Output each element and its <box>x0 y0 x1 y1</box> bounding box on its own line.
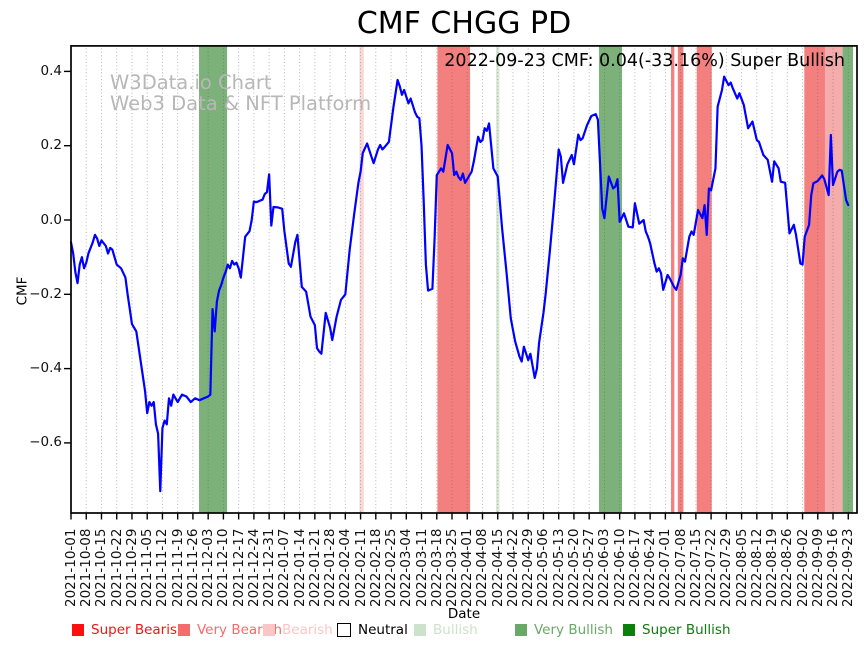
signal-band-bearish_medium <box>824 45 843 513</box>
x-tick-label: 2022-05-06 <box>535 528 552 607</box>
x-tick-label: 2021-10-01 <box>63 528 79 607</box>
x-tick-label: 2022-05-13 <box>550 528 567 607</box>
legend-label: Very Bullish <box>534 622 613 638</box>
legend-item-super-bullish: Super Bullish <box>623 621 731 639</box>
chart-title: CMF CHGG PD <box>356 6 572 41</box>
x-tick-label: 2022-04-29 <box>520 528 537 607</box>
x-tick-label: 2021-12-31 <box>261 528 278 607</box>
x-tick-label: 2021-10-22 <box>108 528 125 607</box>
x-tick-label: 2021-12-10 <box>215 528 232 607</box>
x-tick-label: 2022-06-03 <box>596 528 613 607</box>
legend-item-very-bearish: Very Bearish <box>178 621 282 639</box>
x-tick-label: 2021-10-08 <box>78 528 95 607</box>
x-tick-label: 2022-08-19 <box>764 528 781 607</box>
x-axis-label: Date <box>447 606 481 622</box>
x-tick-label: 2022-06-24 <box>642 528 659 607</box>
x-tick-label: 2022-07-01 <box>657 528 674 607</box>
x-tick-label: 2022-01-07 <box>276 528 293 607</box>
x-tick-label: 2022-02-25 <box>383 528 400 607</box>
x-tick-label: 2022-07-22 <box>703 528 720 607</box>
legend-swatch-icon <box>515 624 527 636</box>
x-tick-label: 2022-01-28 <box>322 528 339 607</box>
x-tick-label: 2021-11-05 <box>139 528 156 607</box>
legend-swatch-icon <box>178 624 190 636</box>
y-tick-label: 0.4 <box>40 62 62 79</box>
x-tick-label: 2021-11-26 <box>184 528 201 607</box>
x-tick-label: 2022-04-08 <box>474 528 491 607</box>
x-tick-label: 2022-06-17 <box>626 528 643 607</box>
x-tick-label: 2022-05-27 <box>581 528 598 607</box>
plot-area <box>64 45 858 520</box>
x-tick-label: 2022-03-18 <box>428 528 445 607</box>
x-tick-label: 2022-07-29 <box>718 528 735 607</box>
x-tick-label: 2021-10-29 <box>123 528 140 607</box>
x-tick-label: 2022-08-26 <box>779 528 796 607</box>
x-tick-label: 2022-03-25 <box>444 528 460 607</box>
x-tick-label: 2022-03-04 <box>398 528 415 607</box>
legend-item-neutral: Neutral <box>337 621 408 639</box>
signal-band-very_bearish <box>671 45 675 513</box>
legend-item-super-bearish: Super Bearish <box>72 621 186 639</box>
x-tick-label: 2022-02-11 <box>352 528 369 607</box>
legend-label: Bearish <box>282 622 333 638</box>
legend-swatch-icon <box>414 624 426 636</box>
x-tick-label: 2022-06-10 <box>611 528 628 607</box>
x-tick-label: 2021-11-19 <box>169 528 186 607</box>
x-tick-label: 2021-12-24 <box>245 528 262 607</box>
legend-swatch-icon <box>623 624 635 636</box>
legend-label: Neutral <box>358 622 408 638</box>
x-tick-label: 2021-11-12 <box>154 528 171 607</box>
legend-label: Bullish <box>433 622 478 638</box>
legend-item-bearish: Bearish <box>263 621 333 639</box>
cmf-annotation: 2022-09-23 CMF: 0.04(-33.16%) Super Bull… <box>444 51 845 71</box>
x-tick-label: 2022-09-16 <box>825 528 842 607</box>
watermark-line2: Web3 Data & NFT Platform <box>110 92 372 115</box>
x-tick-label: 2022-07-08 <box>672 528 689 607</box>
watermark-line1: W3Data.io Chart <box>110 71 272 94</box>
signal-band-very_bearish <box>804 45 825 513</box>
x-tick-label: 2022-01-21 <box>306 528 323 607</box>
y-tick-label: 0.0 <box>40 211 62 228</box>
y-tick-label: −0.2 <box>29 285 62 302</box>
cmf-line <box>69 75 850 493</box>
legend-swatch-icon <box>263 624 275 636</box>
legend-item-very-bullish: Very Bullish <box>515 621 613 639</box>
x-tick-label: 2022-07-15 <box>687 528 704 607</box>
x-tick-label: 2022-09-02 <box>794 528 811 607</box>
signal-band-very_bullish <box>598 45 623 513</box>
y-tick-label: −0.4 <box>29 360 62 377</box>
x-tick-label: 2022-04-01 <box>459 528 476 607</box>
signal-band-super_bullish <box>842 45 854 513</box>
x-tick-label: 2022-04-15 <box>489 528 506 607</box>
x-tick-label: 2022-03-11 <box>413 528 430 607</box>
y-tick-label: −0.6 <box>29 434 62 451</box>
legend-swatch-icon <box>72 624 84 636</box>
y-tick-label: 0.2 <box>40 137 62 154</box>
legend-label: Super Bearish <box>91 622 186 638</box>
legend-label: Super Bullish <box>642 622 731 638</box>
watermark: W3Data.io Chart Web3 Data & NFT Platform <box>110 72 371 114</box>
x-tick-label: 2021-10-15 <box>93 528 110 607</box>
signal-band-very_bearish <box>437 45 471 513</box>
legend-label: Very Bearish <box>197 622 283 638</box>
x-tick-label: 2022-04-22 <box>504 528 521 607</box>
x-tick-label: 2022-08-12 <box>748 528 765 607</box>
x-tick-label: 2022-01-14 <box>291 528 308 607</box>
signal-band-very_bearish <box>696 45 712 513</box>
signal-band-very_bearish <box>677 45 684 513</box>
x-tick-label: 2021-12-03 <box>200 528 217 607</box>
x-tick-label: 2022-08-05 <box>733 528 750 607</box>
legend-swatch-icon <box>337 623 351 637</box>
x-tick-label: 2022-09-09 <box>809 528 826 607</box>
x-tick-label: 2022-09-23 <box>840 528 857 607</box>
signal-band-bullish_light <box>495 45 500 513</box>
x-tick-label: 2021-12-17 <box>230 528 247 607</box>
signal-band-bearish_light <box>359 45 364 513</box>
x-tick-label: 2022-02-18 <box>367 528 384 607</box>
x-tick-label: 2022-02-04 <box>337 528 354 607</box>
legend-item-bullish: Bullish <box>414 621 478 639</box>
x-tick-label: 2022-05-20 <box>565 528 582 607</box>
